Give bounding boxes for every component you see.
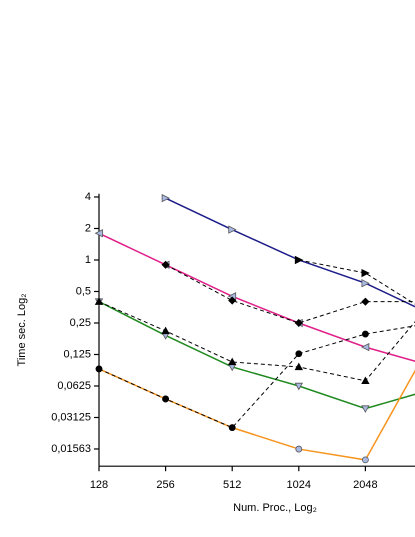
y-tick-label: 4 [85,191,91,203]
series-line [98,232,415,362]
x-tick-label: 1024 [287,479,311,491]
marker [294,255,304,265]
marker [228,225,237,234]
series-line [165,264,415,324]
y-tick-label: 0,0625 [57,380,91,392]
marker [294,382,303,391]
marker [95,365,103,373]
marker [162,395,170,403]
marker [361,342,370,352]
marker [361,330,369,338]
y-tick-label: 2 [85,222,91,234]
y-tick-label: 0,5 [76,285,91,297]
marker [294,362,303,371]
x-tick-label: 256 [156,479,174,491]
y-axis-label: Time sec. Log₂ [16,294,28,367]
series-line [298,259,415,305]
x-tick-label: 2048 [353,479,377,491]
marker [228,296,237,305]
marker [361,268,370,278]
y-tick-label: 0,125 [63,348,91,360]
series-line [98,301,415,382]
y-tick-label: 0,03125 [51,411,91,423]
marker [94,297,104,305]
series-line [98,325,415,429]
marker [161,326,170,335]
x-axis-label: Num. Proc., Log₂ [233,502,317,514]
y-tick-label: 0,25 [70,317,91,329]
marker [295,445,303,453]
series-line [98,300,415,410]
marker [361,279,370,288]
marker [294,318,303,328]
marker [295,350,303,358]
marker [228,424,236,432]
marker [361,376,370,385]
x-tick-label: 512 [223,479,241,491]
marker [161,260,170,269]
marker [361,297,370,306]
x-tick-label: 128 [90,479,108,491]
series-line [165,197,415,308]
marker [361,405,370,413]
y-tick-label: 0,01563 [51,443,91,455]
marker [228,357,237,366]
y-tick-label: 1 [85,254,91,266]
marker [161,193,170,203]
marker [94,229,103,238]
series-line [98,368,415,461]
marker [361,456,369,464]
